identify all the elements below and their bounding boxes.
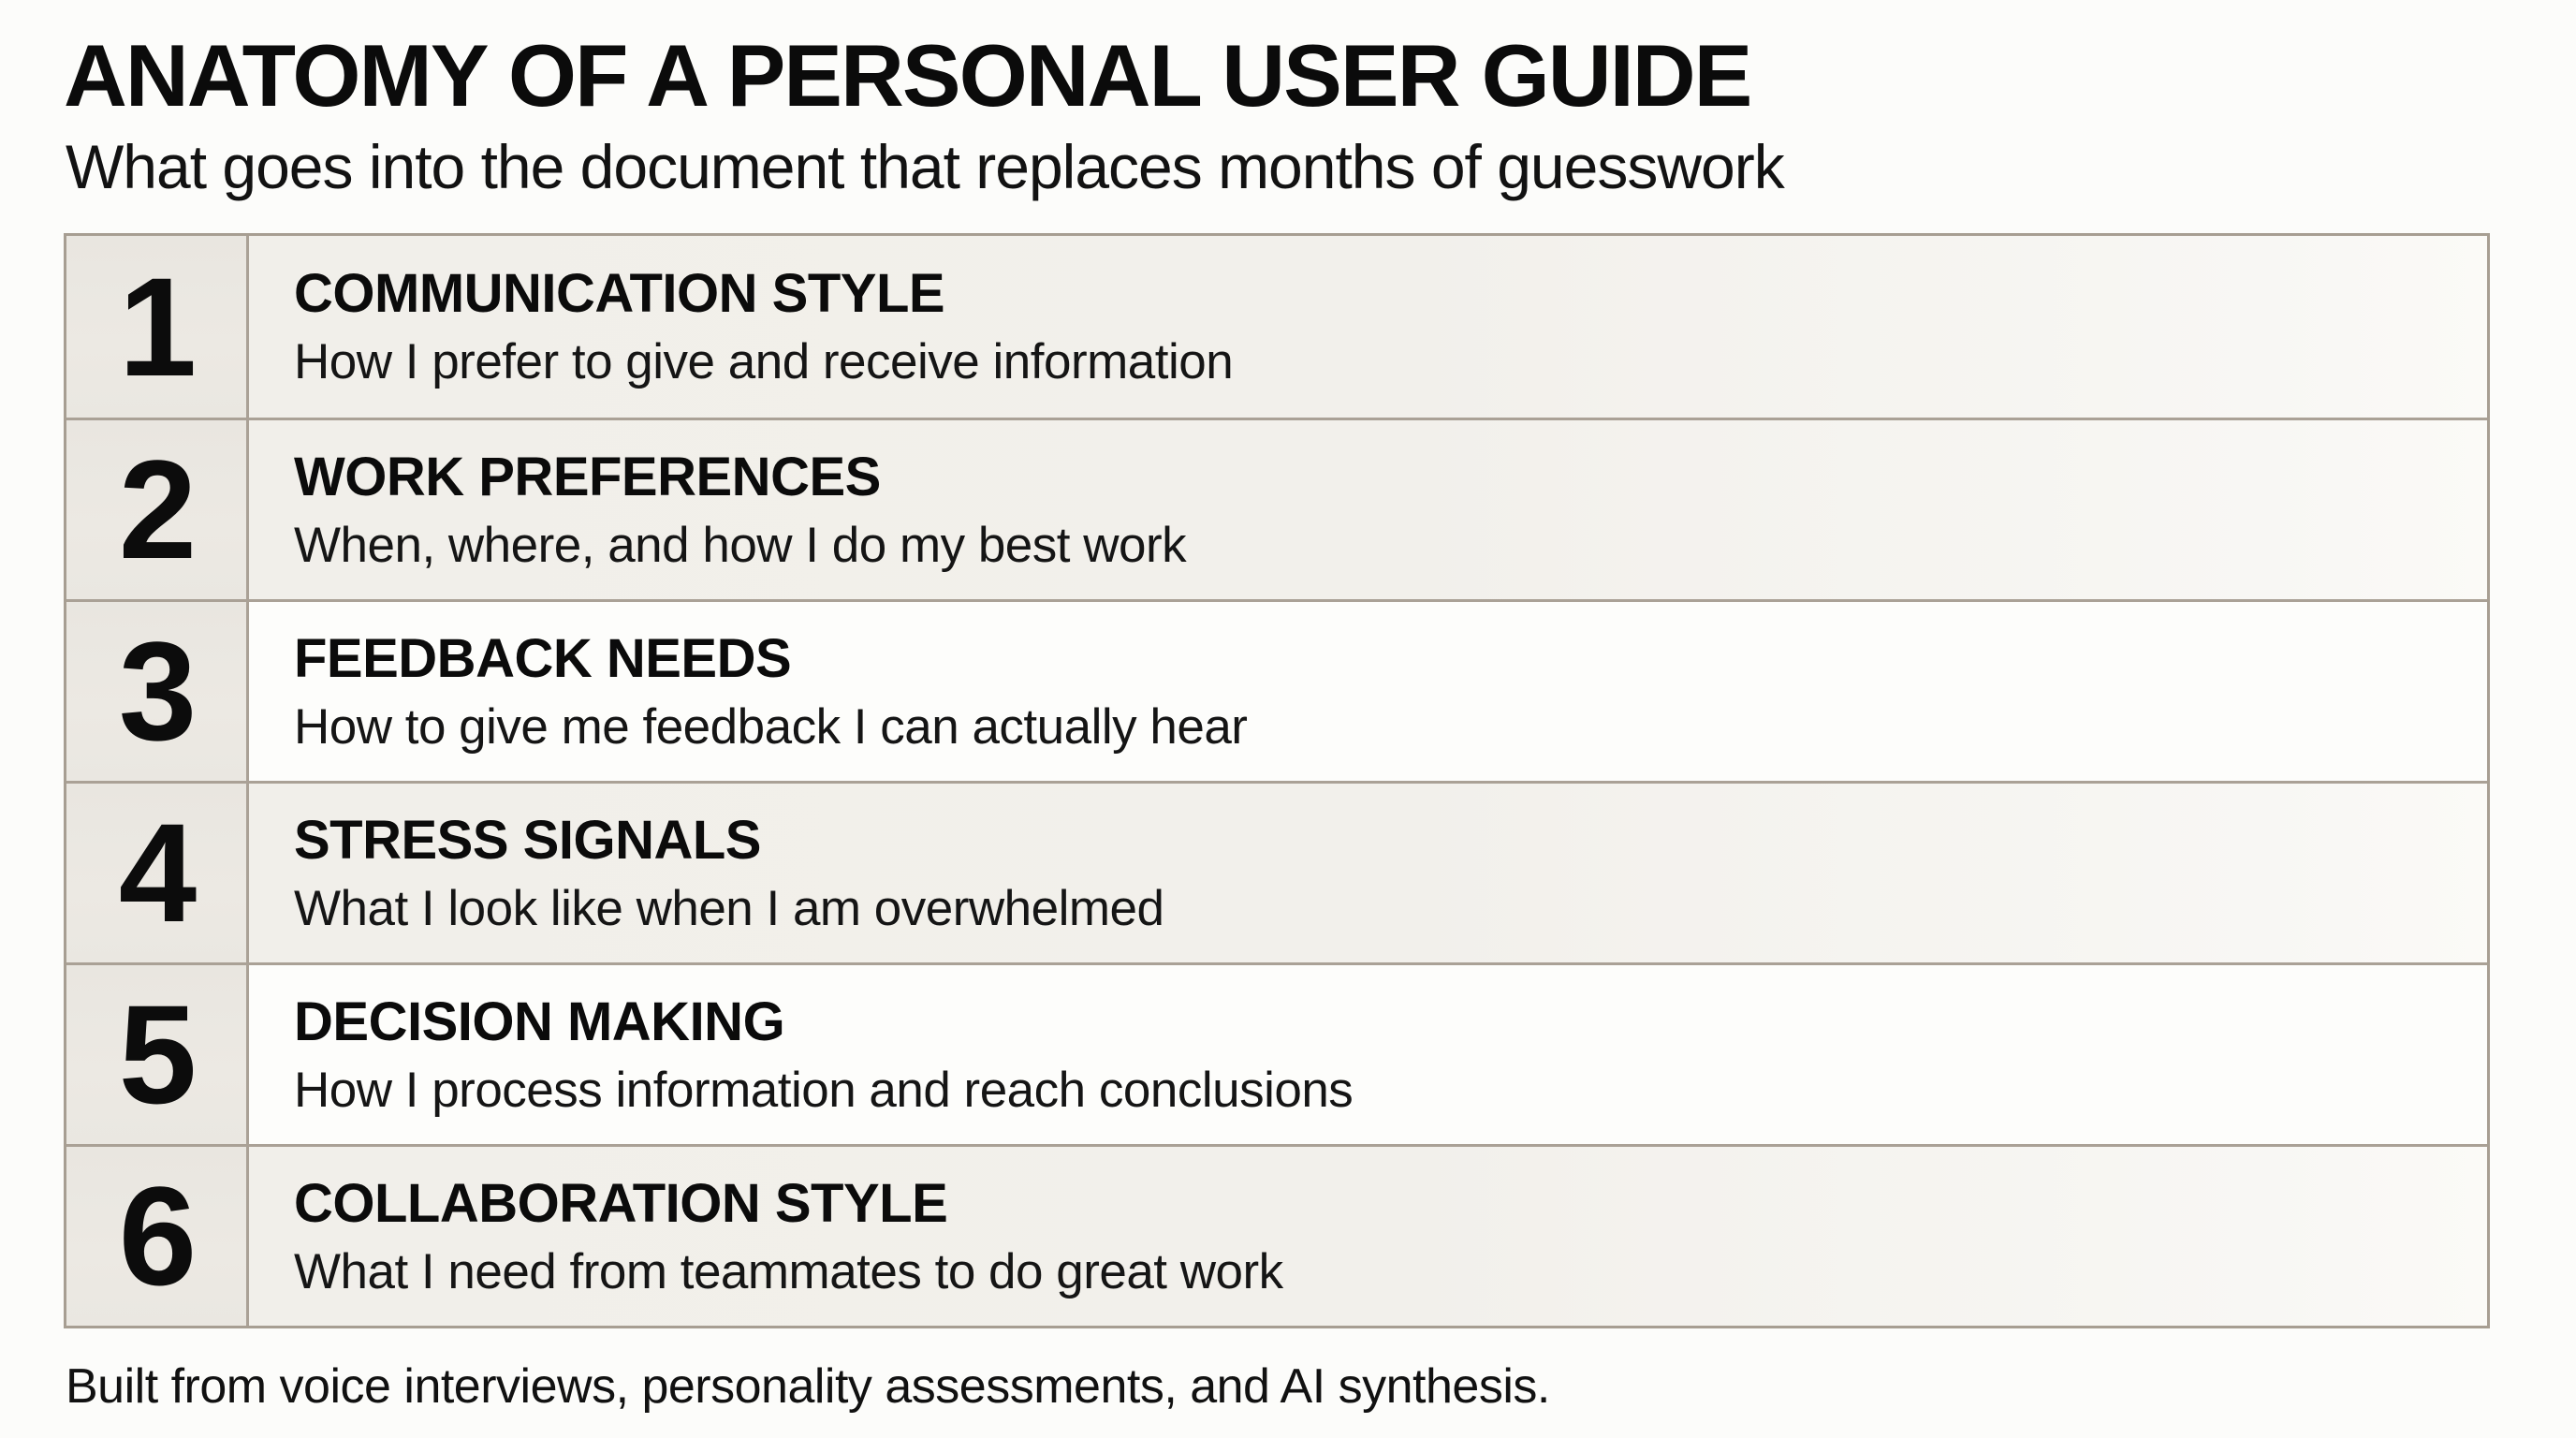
- row-number: 5: [118, 976, 197, 1134]
- row-number-cell: 3: [66, 602, 249, 782]
- row-content-cell: FEEDBACK NEEDS How to give me feedback I…: [249, 602, 2487, 782]
- row-content-cell: DECISION MAKING How I process informatio…: [249, 965, 2487, 1145]
- page-title: ANATOMY OF A PERSONAL USER GUIDE: [64, 26, 1752, 125]
- row-number: 1: [118, 247, 197, 405]
- table-row: 4 STRESS SIGNALS What I look like when I…: [66, 781, 2487, 963]
- row-content-cell: COMMUNICATION STYLE How I prefer to give…: [249, 236, 2487, 418]
- row-description: How I prefer to give and receive informa…: [294, 334, 1234, 390]
- row-number: 3: [118, 612, 197, 770]
- row-description: What I need from teammates to do great w…: [294, 1243, 1283, 1299]
- row-content-cell: WORK PREFERENCES When, where, and how I …: [249, 420, 2487, 600]
- table-row: 2 WORK PREFERENCES When, where, and how …: [66, 418, 2487, 600]
- anatomy-table: 1 COMMUNICATION STYLE How I prefer to gi…: [64, 233, 2490, 1329]
- row-description: When, where, and how I do my best work: [294, 517, 1187, 573]
- table-row: 5 DECISION MAKING How I process informat…: [66, 962, 2487, 1145]
- row-content-cell: STRESS SIGNALS What I look like when I a…: [249, 784, 2487, 963]
- row-number-cell: 4: [66, 784, 249, 963]
- row-heading: COLLABORATION STYLE: [294, 1172, 948, 1234]
- row-number-cell: 6: [66, 1147, 249, 1327]
- row-number: 6: [118, 1157, 197, 1315]
- row-heading: WORK PREFERENCES: [294, 446, 881, 507]
- page-subtitle: What goes into the document that replace…: [66, 132, 1785, 201]
- row-description: How I process information and reach conc…: [294, 1062, 1354, 1118]
- table-row: 6 COLLABORATION STYLE What I need from t…: [66, 1144, 2487, 1327]
- row-number: 4: [118, 794, 197, 952]
- row-description: What I look like when I am overwhelmed: [294, 880, 1164, 936]
- row-heading: DECISION MAKING: [294, 990, 785, 1052]
- row-number-cell: 1: [66, 236, 249, 418]
- row-description: How to give me feedback I can actually h…: [294, 698, 1248, 755]
- row-number-cell: 5: [66, 965, 249, 1145]
- row-heading: COMMUNICATION STYLE: [294, 263, 945, 325]
- table-row: 1 COMMUNICATION STYLE How I prefer to gi…: [66, 236, 2487, 418]
- row-content-cell: COLLABORATION STYLE What I need from tea…: [249, 1147, 2487, 1327]
- page-footer: Built from voice interviews, personality…: [66, 1359, 1550, 1415]
- row-number-cell: 2: [66, 420, 249, 600]
- row-heading: FEEDBACK NEEDS: [294, 627, 792, 689]
- row-heading: STRESS SIGNALS: [294, 809, 761, 871]
- row-number: 2: [118, 431, 197, 589]
- table-row: 3 FEEDBACK NEEDS How to give me feedback…: [66, 599, 2487, 782]
